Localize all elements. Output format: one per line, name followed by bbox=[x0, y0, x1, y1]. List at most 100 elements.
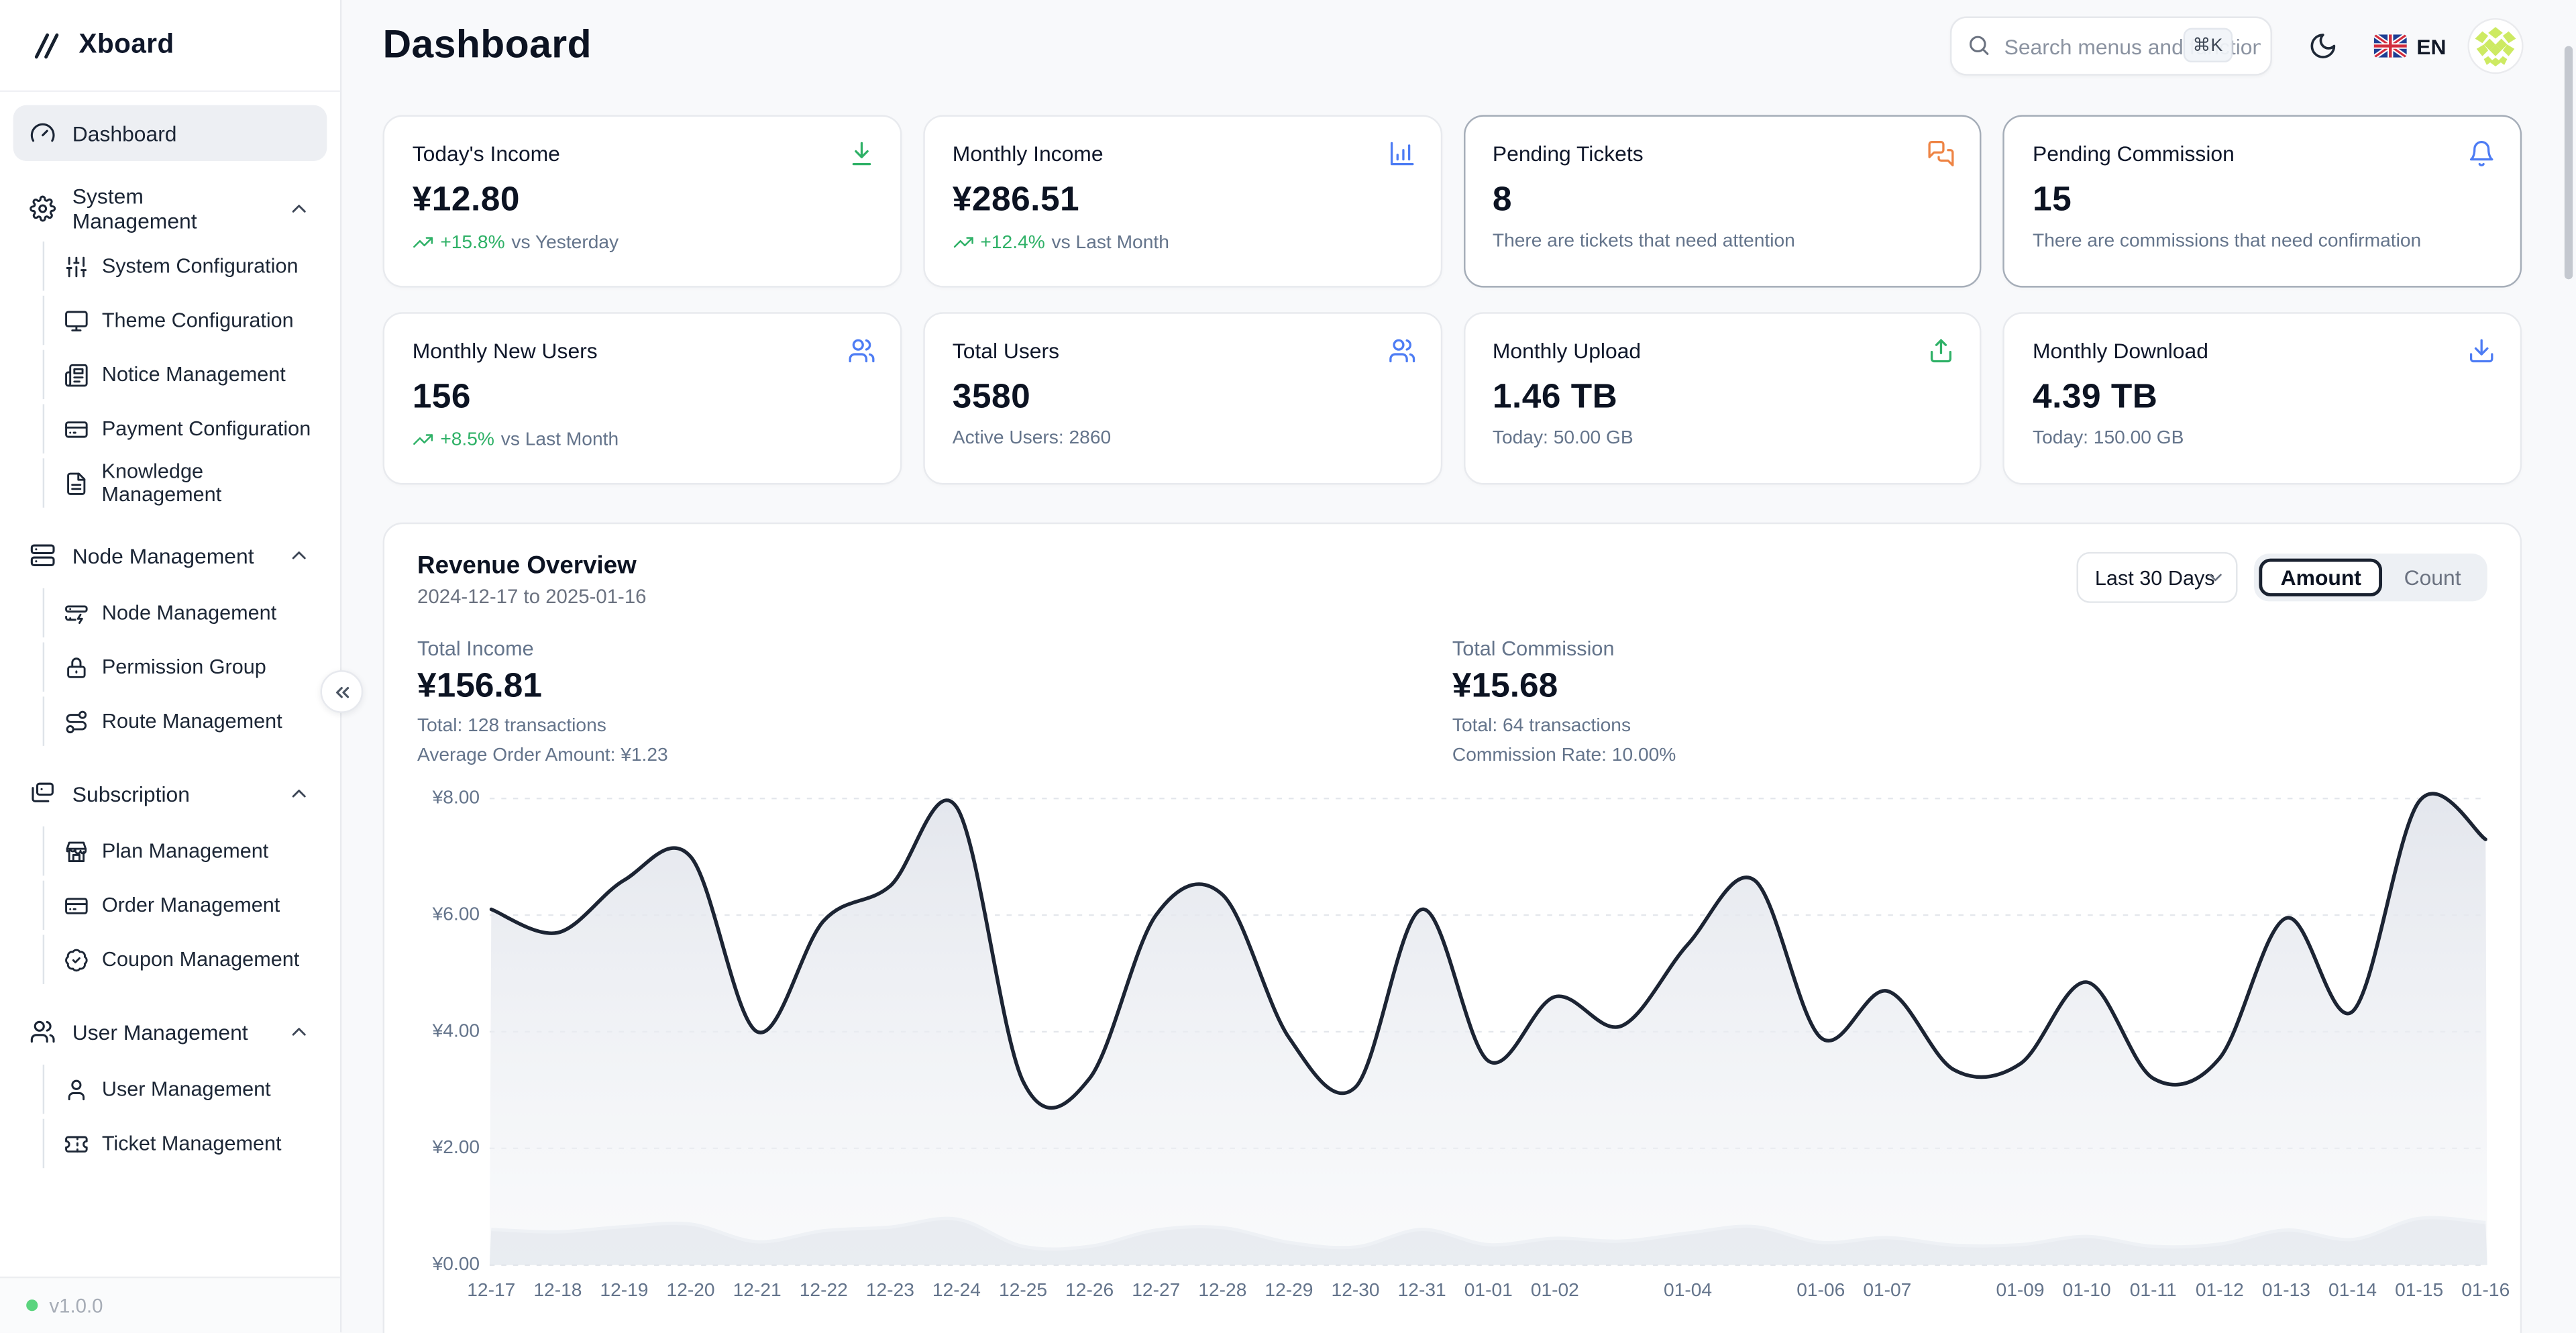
credit-card-icon bbox=[65, 897, 88, 914]
total-commission-line1: Total: 64 transactions bbox=[1452, 716, 1631, 737]
card-note: There are commissions that need confirma… bbox=[2033, 231, 2422, 252]
users-icon bbox=[30, 1020, 55, 1043]
trend-suffix: vs Last Month bbox=[500, 429, 619, 449]
sidebar-subitem-label: Payment Configuration bbox=[101, 417, 311, 441]
trend-suffix: vs Yesterday bbox=[511, 232, 619, 252]
sidebar-subitem-plan-management[interactable]: Plan Management bbox=[42, 826, 327, 876]
sidebar-subitem-theme-configuration[interactable]: Theme Configuration bbox=[42, 295, 327, 345]
stat-cards-grid: Today's Income ¥12.80 +15.8% vs Yesterday Mo… bbox=[382, 115, 2522, 485]
view-toggle-amount[interactable]: Amount bbox=[2259, 558, 2383, 596]
page-scrollbar-thumb[interactable] bbox=[2564, 46, 2573, 280]
x-axis-tick: 12-20 bbox=[666, 1281, 715, 1301]
revenue-date-range: 2024-12-17 to 2025-01-16 bbox=[417, 584, 647, 608]
sidebar-subitem-system-configuration[interactable]: System Configuration bbox=[42, 242, 327, 291]
language-label: EN bbox=[2416, 34, 2447, 58]
x-axis-tick: 12-27 bbox=[1132, 1281, 1181, 1301]
chart-y-axis: ¥8.00 ¥6.00 ¥4.00 ¥2.00 ¥0.00 bbox=[417, 789, 490, 1275]
revenue-chart: ¥8.00 ¥6.00 ¥4.00 ¥2.00 ¥0.00 bbox=[417, 789, 2487, 1275]
sidebar-subitem-route-management[interactable]: Route Management bbox=[42, 696, 327, 746]
total-income-line2: Average Order Amount: ¥1.23 bbox=[417, 745, 668, 766]
stat-card-pending-tickets: Pending Tickets 8 There are tickets that n… bbox=[1462, 115, 1982, 288]
sidebar-subitem-node-management[interactable]: Node Management bbox=[42, 588, 327, 638]
card-subtext: +15.8% vs Yesterday bbox=[413, 231, 872, 253]
trend: +12.4% bbox=[953, 231, 1045, 253]
arrow-down-to-line-icon bbox=[852, 142, 871, 166]
card-value: 3580 bbox=[952, 378, 1031, 416]
stat-card-today-s-income: Today's Income ¥12.80 +15.8% vs Yesterday bbox=[382, 115, 902, 288]
sidebar-subitem-label: User Management bbox=[101, 1077, 271, 1101]
users-icon bbox=[1388, 339, 1414, 363]
bar-chart-icon bbox=[1389, 142, 1413, 166]
page-title: Dashboard bbox=[382, 23, 592, 68]
main-content: Dashboard ⌘K EN Today's Incom bbox=[341, 0, 2576, 1333]
card-subtext: Active Users: 2860 bbox=[953, 429, 1412, 448]
trend-value: +12.4% bbox=[980, 232, 1045, 252]
view-toggle-count[interactable]: Count bbox=[2383, 559, 2483, 596]
sidebar-submenu: Node Management Permission Group Route Man… bbox=[42, 588, 327, 746]
sidebar-group-system-management[interactable]: System Management bbox=[13, 180, 327, 236]
sidebar-subitem-user-management[interactable]: User Management bbox=[42, 1064, 327, 1114]
card-title: Total Users bbox=[952, 338, 1060, 364]
sidebar-subitem-payment-configuration[interactable]: Payment Configuration bbox=[42, 404, 327, 454]
sidebar-subitem-permission-group[interactable]: Permission Group bbox=[42, 642, 327, 692]
sidebar-group-user-management[interactable]: User Management bbox=[13, 1004, 327, 1059]
stat-card-pending-commission: Pending Commission 15 There are commission… bbox=[2002, 115, 2522, 288]
language-switcher[interactable]: EN bbox=[2373, 34, 2447, 58]
card-note: Active Users: 2860 bbox=[952, 429, 1112, 449]
theme-toggle-button[interactable] bbox=[2295, 18, 2351, 74]
x-axis-tick: 01-15 bbox=[2395, 1281, 2444, 1301]
card-value: ¥286.51 bbox=[952, 180, 1080, 219]
stat-card-monthly-income: Monthly Income ¥286.51 +12.4% vs Last Month bbox=[922, 115, 1442, 288]
avatar-identicon bbox=[2469, 19, 2522, 72]
card-note: There are tickets that need attention bbox=[1492, 231, 1795, 252]
chevron-up-icon bbox=[292, 1028, 306, 1036]
badge-check-icon bbox=[65, 948, 88, 971]
period-select[interactable]: Last 30 Days bbox=[2076, 551, 2238, 603]
sidebar-item-dashboard[interactable]: Dashboard bbox=[13, 105, 327, 162]
x-axis-tick: 12-28 bbox=[1198, 1281, 1247, 1301]
x-axis-tick: 01-10 bbox=[2062, 1281, 2111, 1301]
search-input[interactable] bbox=[1949, 16, 2272, 76]
logo-slashes-icon bbox=[34, 32, 59, 58]
y-axis-tick: ¥6.00 bbox=[432, 905, 480, 925]
card-note: Today: 150.00 GB bbox=[2033, 429, 2184, 449]
card-subtext: +12.4% vs Last Month bbox=[953, 231, 1412, 253]
trend-value: +8.5% bbox=[440, 429, 494, 449]
sidebar-subitem-ticket-management[interactable]: Ticket Management bbox=[42, 1118, 327, 1169]
sidebar-group-label: User Management bbox=[72, 1019, 248, 1045]
card-value: 1.46 TB bbox=[1492, 378, 1618, 416]
revenue-panel-header: Revenue Overview 2024-12-17 to 2025-01-1… bbox=[417, 551, 2487, 608]
sidebar-subitem-notice-management[interactable]: Notice Management bbox=[42, 350, 327, 400]
sidebar-group-node-management[interactable]: Node Management bbox=[13, 527, 327, 583]
card-title: Monthly Income bbox=[952, 141, 1104, 166]
gear-icon bbox=[30, 195, 56, 222]
revenue-title: Revenue Overview bbox=[417, 551, 637, 580]
view-toggle: Amount Count bbox=[2254, 553, 2487, 602]
x-axis-tick: 01-04 bbox=[1664, 1281, 1713, 1301]
sidebar-subitem-label: Node Management bbox=[101, 601, 277, 625]
sidebar-subitem-label: System Configuration bbox=[101, 254, 299, 278]
trend: +8.5% bbox=[413, 429, 494, 450]
sidebar-subitem-knowledge-management[interactable]: Knowledge Management bbox=[42, 458, 327, 508]
y-axis-tick: ¥4.00 bbox=[432, 1022, 480, 1042]
x-axis-tick: 12-21 bbox=[733, 1281, 782, 1301]
sidebar-subitem-label: Route Management bbox=[101, 709, 282, 733]
sidebar-subitem-order-management[interactable]: Order Management bbox=[42, 880, 327, 930]
chart-plot-area bbox=[489, 789, 2487, 1275]
sidebar-submenu: Plan Management Order Management Coupon Ma… bbox=[42, 826, 327, 984]
card-title: Monthly New Users bbox=[412, 338, 598, 364]
sidebar-subitem-coupon-management[interactable]: Coupon Management bbox=[42, 935, 327, 984]
sidebar-group-subscription[interactable]: Subscription bbox=[13, 765, 327, 821]
sidebar-collapse-button[interactable] bbox=[320, 670, 364, 713]
period-select-value: Last 30 Days bbox=[2094, 566, 2215, 589]
avatar[interactable] bbox=[2469, 19, 2522, 72]
users-icon bbox=[848, 339, 874, 363]
x-axis-tick: 12-25 bbox=[999, 1281, 1048, 1301]
revenue-controls: Last 30 Days Amount Count bbox=[2076, 551, 2487, 603]
lock-icon bbox=[67, 657, 86, 678]
card-title: Pending Commission bbox=[2033, 141, 2235, 166]
card-value: 15 bbox=[2033, 180, 2072, 219]
logo[interactable]: Xboard bbox=[0, 0, 340, 93]
x-axis-tick: 01-01 bbox=[1464, 1281, 1513, 1301]
